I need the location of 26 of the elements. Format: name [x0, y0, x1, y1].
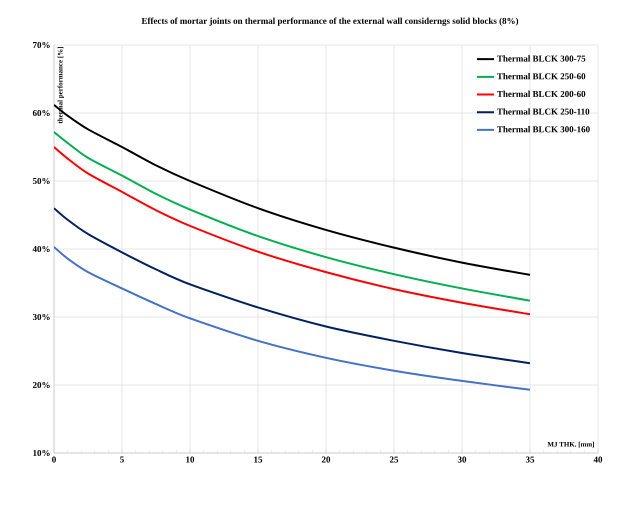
y-tick-label: 50%: [32, 178, 50, 184]
x-tick-label: 10: [186, 456, 194, 463]
x-tick-label: 35: [526, 456, 534, 463]
line-series: [54, 207, 531, 364]
legend-label: Thermal BLCK 250-110: [497, 108, 590, 115]
x-tick-label: 0: [52, 456, 56, 463]
x-tick-label: 30: [458, 456, 466, 463]
x-tick-label: 5: [120, 456, 124, 462]
y-tick-label: 70%: [33, 42, 50, 48]
y-tick-label: 10%: [33, 450, 50, 456]
line-series: [54, 246, 531, 391]
y-tick-label: 30%: [32, 314, 50, 320]
legend-label: Thermal BLCK 300-160: [497, 126, 590, 132]
x-tick-label: 40: [594, 456, 602, 463]
x-tick-label: 25: [390, 456, 398, 463]
x-tick-label: 15: [254, 456, 262, 463]
chart-title: Effects of mortar joints on thermal performance of the external wall considerngs solid blocks (8%): [142, 18, 518, 26]
y-tick-label: 60%: [32, 110, 50, 116]
legend-label: Thermal BLCK 300-75: [497, 55, 586, 62]
x-tick-label: 20: [322, 456, 330, 463]
legend-label: Thermal BLCK 250-60: [497, 72, 586, 80]
line-series: [54, 131, 531, 302]
y-tick-label: 40%: [32, 246, 50, 252]
legend-label: Thermal BLCK 200-60: [497, 90, 586, 97]
y-tick-label: 20%: [32, 382, 50, 388]
line-series: [54, 146, 531, 316]
